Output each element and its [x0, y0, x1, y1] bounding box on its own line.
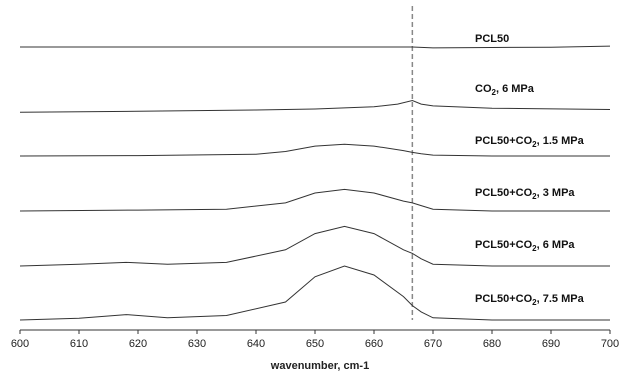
series-label-main: PCL50+CO: [475, 239, 533, 251]
series-line: [19, 99, 611, 113]
series-label-main: CO: [475, 83, 492, 95]
x-tick-label: 690: [542, 338, 560, 350]
x-tick-label: 600: [11, 338, 29, 350]
series-label-main: PCL50+CO: [475, 187, 533, 199]
x-tick-label: 700: [601, 338, 619, 350]
series-label-main: PCL50+CO: [475, 293, 533, 305]
x-tick-label: 630: [188, 338, 206, 350]
series-label: PCL50+CO2, 6 MPa: [475, 239, 575, 253]
series-label-subscript: 2: [492, 88, 497, 97]
series-line: [19, 225, 610, 267]
series-label: PCL50+CO2, 7.5 MPa: [475, 293, 585, 307]
x-tick-label: 650: [306, 338, 324, 350]
series-label-subscript: 2: [532, 140, 537, 149]
x-tick-label: 680: [483, 338, 501, 350]
series-label: PCL50: [475, 33, 509, 45]
series-label-rest: , 3 MPa: [537, 187, 576, 199]
plot-area: [19, 6, 611, 321]
x-axis-title: wavenumber, cm-1: [270, 360, 369, 372]
series-label-main: PCL50+CO: [475, 135, 533, 147]
series-line: [19, 265, 610, 321]
series-label-subscript: 2: [532, 192, 537, 201]
series-line: [20, 45, 611, 49]
x-axis: 600 610 620 630 640 650 660 670 680 690 700: [11, 329, 619, 350]
series-label-rest: , 7.5 MPa: [537, 293, 585, 305]
series-label-main: PCL50: [475, 33, 509, 45]
series-label: PCL50+CO2, 1.5 MPa: [475, 135, 585, 149]
series-label-rest: , 6 MPa: [496, 83, 535, 95]
series-line: [19, 143, 610, 157]
series-label-subscript: 2: [532, 298, 537, 307]
series-label: CO2, 6 MPa: [475, 83, 535, 97]
x-tick-label: 670: [424, 338, 442, 350]
x-tick-label: 620: [129, 338, 147, 350]
x-tick-label: 610: [70, 338, 88, 350]
series-label-subscript: 2: [532, 244, 537, 253]
series-line: [19, 188, 610, 212]
x-tick-label: 660: [365, 338, 383, 350]
series-label-rest: , 6 MPa: [537, 239, 576, 251]
series-label: PCL50+CO2, 3 MPa: [475, 187, 575, 201]
series-label-rest: , 1.5 MPa: [537, 135, 585, 147]
x-tick-label: 640: [247, 338, 265, 350]
